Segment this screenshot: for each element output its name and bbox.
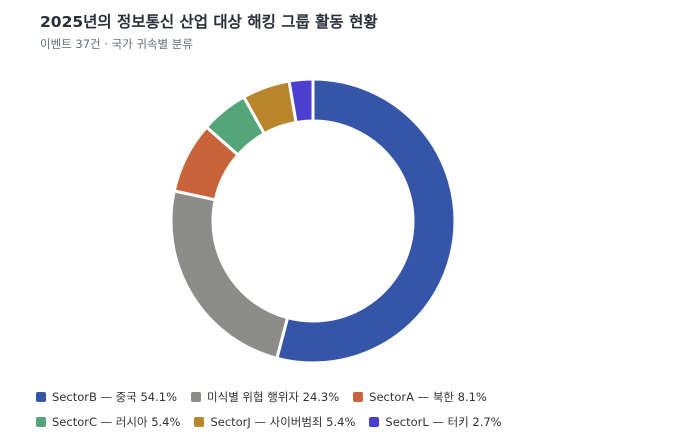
donut-slice-sectorb[interactable] bbox=[275, 77, 457, 365]
legend-label-unidentified: 미식별 위협 행위자 24.3% bbox=[207, 389, 340, 404]
legend-label-sectorb: SectorB — 중국 54.1% bbox=[52, 389, 178, 404]
legend-label-sectorl: SectorL — 터키 2.7% bbox=[385, 414, 502, 429]
legend-item-sectora[interactable]: SectorA — 북한 8.1% bbox=[353, 389, 487, 405]
legend-item-sectorj[interactable]: SectorJ — 사이버범죄 5.4% bbox=[194, 414, 355, 430]
chart-legend: SectorB — 중국 54.1% 미식별 위협 행위자 24.3% Sect… bbox=[36, 388, 676, 438]
legend-swatch-sectorb bbox=[36, 391, 46, 402]
legend-item-unidentified[interactable]: 미식별 위협 행위자 24.3% bbox=[191, 389, 339, 405]
legend-row-1: SectorB — 중국 54.1% 미식별 위협 행위자 24.3% Sect… bbox=[36, 388, 676, 405]
legend-label-sectorj: SectorJ — 사이버범죄 5.4% bbox=[210, 414, 356, 429]
donut-slice-unidentified[interactable] bbox=[169, 189, 290, 360]
legend-item-sectorb[interactable]: SectorB — 중국 54.1% bbox=[36, 389, 177, 405]
legend-swatch-unidentified bbox=[191, 391, 202, 402]
legend-swatch-sectora bbox=[353, 391, 364, 402]
chart-subtitle: 이벤트 37건 · 국가 귀속별 분류 bbox=[40, 37, 193, 51]
legend-item-sectorl[interactable]: SectorL — 터키 2.7% bbox=[369, 414, 502, 430]
donut-chart bbox=[169, 77, 457, 365]
legend-item-sectorc[interactable]: SectorC — 러시아 5.4% bbox=[36, 414, 180, 430]
legend-swatch-sectorj bbox=[194, 416, 205, 427]
legend-label-sectorc: SectorC — 러시아 5.4% bbox=[52, 414, 181, 429]
legend-row-2: SectorC — 러시아 5.4% SectorJ — 사이버범죄 5.4% … bbox=[36, 413, 676, 430]
legend-swatch-sectorc bbox=[36, 416, 46, 427]
legend-label-sectora: SectorA — 북한 8.1% bbox=[369, 389, 487, 404]
chart-title: 2025년의 정보통신 산업 대상 해킹 그룹 활동 현황 bbox=[40, 13, 378, 31]
donut-slice-sectorl[interactable] bbox=[287, 77, 315, 124]
legend-swatch-sectorl bbox=[369, 416, 380, 427]
